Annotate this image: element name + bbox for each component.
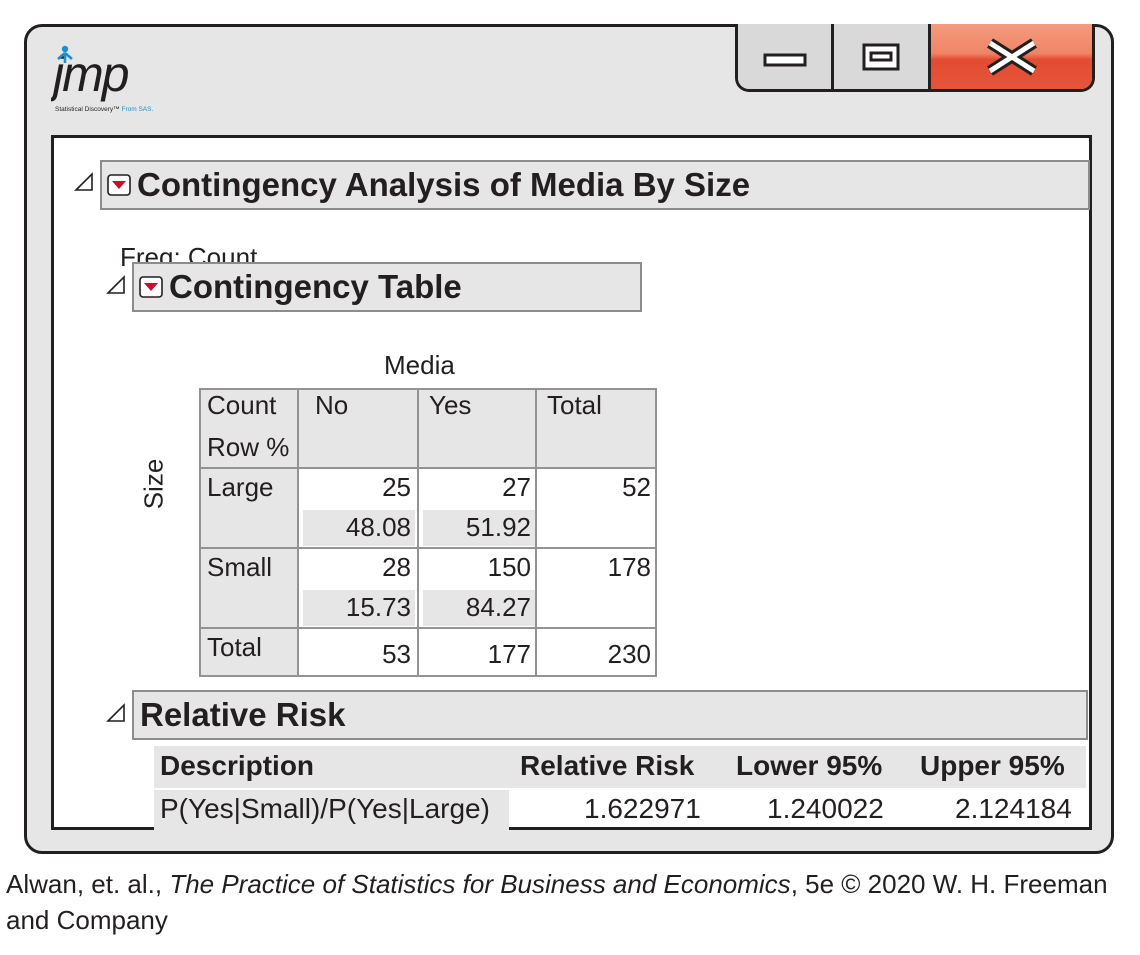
- window-controls: [735, 24, 1095, 92]
- column-header-upper-95: Upper 95%: [920, 750, 1065, 781]
- lower-95-value: 1.240022: [767, 793, 884, 824]
- relative-risk-value: 1.622971: [584, 793, 701, 824]
- row-pct-value: 51.92: [465, 512, 531, 542]
- disclosure-triangle-icon[interactable]: [106, 703, 126, 723]
- row-pct-value: 84.27: [465, 592, 531, 622]
- column-header-description: Description: [160, 750, 315, 781]
- row-label-small: Small: [207, 552, 273, 582]
- grid-line: [417, 388, 419, 677]
- close-button[interactable]: [931, 24, 1092, 89]
- upper-95-value: 2.124184: [955, 793, 1072, 824]
- count-cell: 28: [382, 552, 411, 582]
- contingency-table-title: Contingency Table: [169, 268, 462, 305]
- row-label-total: Total: [207, 632, 262, 662]
- grid-line: [199, 467, 657, 469]
- legend-cell: [199, 388, 299, 468]
- grid-line: [199, 388, 657, 390]
- total-cell: 52: [622, 472, 651, 502]
- row-pct-cell: [303, 510, 415, 546]
- grid-line: [199, 675, 657, 677]
- grid-line: [199, 388, 201, 677]
- column-variable-label: Media: [384, 350, 455, 380]
- column-header-no: No: [315, 390, 349, 420]
- relative-risk-table-header: Description Relative Risk Lower 95% Uppe…: [154, 746, 1086, 788]
- count-cell: 25: [382, 472, 411, 502]
- figure-caption: Alwan, et. al., The Practice of Statisti…: [6, 866, 1126, 938]
- maximize-button[interactable]: [834, 24, 931, 89]
- minimize-icon: [763, 53, 806, 66]
- legend-count: Count: [207, 390, 277, 420]
- count-cell: 27: [502, 472, 531, 502]
- grid-line: [535, 388, 537, 677]
- column-header-total: Total: [547, 390, 602, 420]
- column-header-yes: Yes: [429, 390, 472, 420]
- report-panel: Contingency Analysis of Media By Size Fr…: [51, 135, 1092, 830]
- grand-total-cell: 230: [607, 639, 651, 669]
- red-triangle-menu-icon[interactable]: [139, 276, 163, 298]
- row-pct-cell: [423, 590, 535, 626]
- total-cell: 177: [487, 639, 531, 669]
- grid-line: [655, 388, 657, 677]
- contingency-table: Count Row % No Yes Total Large 25 27 52 …: [199, 388, 657, 677]
- row-pct-value: 15.73: [345, 592, 411, 622]
- caption-book-title: The Practice of Statistics for Business …: [169, 869, 791, 899]
- column-header-relative-risk: Relative Risk: [520, 750, 695, 781]
- relative-risk-header[interactable]: Relative Risk: [132, 690, 1088, 740]
- count-cell: 150: [487, 552, 531, 582]
- column-header-lower-95: Lower 95%: [736, 750, 883, 781]
- jmp-logo: jmp Statistical Discovery™ From SAS.: [51, 45, 153, 113]
- row-pct-cell: [303, 590, 415, 626]
- column-header-band: [299, 388, 657, 468]
- caption-prefix: Alwan, et. al.,: [6, 869, 170, 899]
- caption-suffix: , 5e © 2020 W. H. Freeman and Company: [6, 869, 1108, 935]
- relative-risk-title: Relative Risk: [140, 696, 346, 733]
- maximize-icon: [862, 43, 900, 70]
- legend-row-pct: Row %: [207, 432, 290, 462]
- row-pct-cell: [423, 510, 535, 546]
- row-pct-value: 48.08: [345, 512, 411, 542]
- report-title: Contingency Analysis of Media By Size: [137, 166, 751, 203]
- total-cell: 53: [382, 639, 411, 669]
- close-icon: [986, 37, 1037, 76]
- relative-risk-description: P(Yes|Small)/P(Yes|Large): [160, 793, 490, 824]
- description-cell: [154, 790, 509, 830]
- contingency-table-header[interactable]: Contingency Table: [132, 262, 642, 312]
- red-triangle-menu-icon[interactable]: [107, 174, 131, 196]
- disclosure-triangle-icon[interactable]: [74, 172, 94, 192]
- row-variable-label: Size: [138, 458, 169, 510]
- disclosure-triangle-icon[interactable]: [106, 275, 126, 295]
- svg-text:Statistical Discovery™ From SA: Statistical Discovery™ From SAS.: [55, 106, 153, 113]
- jmp-window: jmp Statistical Discovery™ From SAS.: [24, 24, 1114, 854]
- grid-line: [297, 388, 299, 677]
- grid-line: [199, 627, 657, 629]
- grid-line: [199, 547, 657, 549]
- row-header-band: [199, 468, 299, 677]
- total-cell: 178: [607, 552, 651, 582]
- minimize-button[interactable]: [738, 24, 834, 89]
- contingency-analysis-header[interactable]: Contingency Analysis of Media By Size: [100, 160, 1090, 210]
- row-label-large: Large: [207, 472, 274, 502]
